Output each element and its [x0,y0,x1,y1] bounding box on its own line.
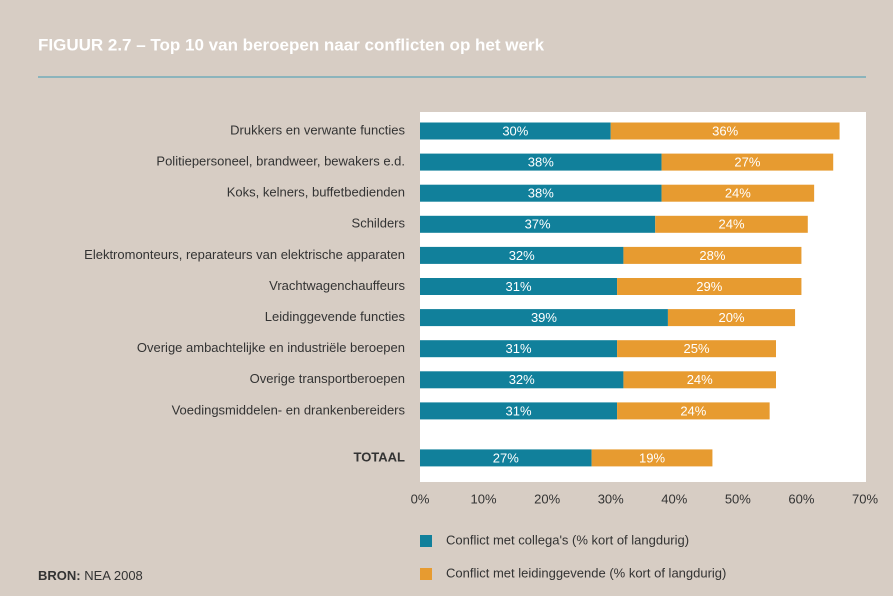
value-label: 30% [502,123,528,138]
y-tick-label: Elektromonteurs, reparateurs van elektri… [84,247,405,262]
bar-segment [420,340,618,358]
value-label: 20% [718,310,744,325]
source-text: NEA 2008 [84,568,143,583]
value-label: 29% [696,279,722,294]
value-label: 27% [493,450,519,465]
bar-segment [420,122,611,140]
bar-segment [420,449,592,467]
value-label: 31% [506,403,532,418]
bar-segment [655,215,808,233]
y-tick-label: Overige ambachtelijke en industriële ber… [137,340,405,355]
y-tick-label: Voedingsmiddelen- en drankenbereiders [172,402,406,417]
bar-segment [661,153,834,171]
legend-label: Conflict met leidinggevende (% kort of l… [446,565,726,580]
bar-segment [420,309,668,327]
legend-label: Conflict met collega's (% kort of langdu… [446,532,689,547]
bar-segment [420,246,624,264]
y-tick-label: TOTAAL [353,449,405,464]
bar-segment [617,340,776,358]
x-tick-label: 10% [471,491,497,506]
value-label: 24% [718,217,744,232]
x-tick-label: 70% [852,491,878,506]
value-label: 19% [639,450,665,465]
value-label: 27% [734,155,760,170]
legend-swatch [420,568,432,580]
bar-segment [617,402,770,420]
y-tick-label: Politiepersoneel, brandweer, bewakers e.… [156,154,405,169]
value-label: 38% [528,155,554,170]
plot-area [420,112,866,482]
value-label: 31% [506,341,532,356]
value-label: 24% [687,372,713,387]
bar-segment [420,184,662,202]
source: BRON: NEA 2008 [38,568,143,583]
value-label: 24% [680,403,706,418]
bar-segment [610,122,840,140]
value-label: 32% [509,372,535,387]
y-tick-label: Drukkers en verwante functies [230,122,405,137]
bar-segment [420,278,618,295]
value-label: 28% [699,248,725,263]
value-label: 38% [528,186,554,201]
x-tick-label: 20% [534,491,560,506]
y-tick-label: Schilders [352,216,406,231]
value-label: 25% [684,341,710,356]
value-label: 32% [509,248,535,263]
value-label: 37% [525,217,551,232]
y-tick-label: Leidinggevende functies [265,309,406,324]
y-tick-label: Koks, kelners, buffetbedienden [227,185,405,200]
y-tick-label: Vrachtwagenchauffeurs [269,278,405,293]
source-label: BRON: [38,568,81,583]
bar-segment [617,278,802,295]
chart-title: FIGUUR 2.7 – Top 10 van beroepen naar co… [38,35,545,54]
x-tick-label: 0% [411,491,430,506]
bar-segment [661,184,815,202]
x-tick-label: 40% [661,491,687,506]
bar-segment [623,246,802,264]
x-tick-label: 30% [598,491,624,506]
bar-segment [667,309,796,327]
bar-segment [591,449,713,467]
bar-segment [420,215,656,233]
y-tick-label: Overige transportberoepen [250,371,405,386]
legend-swatch [420,535,432,547]
bar-segment [420,153,662,171]
bar-segment [420,371,624,389]
x-tick-label: 50% [725,491,751,506]
bar-segment [623,371,776,389]
x-tick-label: 60% [788,491,814,506]
bar-segment [420,402,618,420]
value-label: 39% [531,310,557,325]
value-label: 24% [725,186,751,201]
value-label: 31% [506,279,532,294]
value-label: 36% [712,123,738,138]
